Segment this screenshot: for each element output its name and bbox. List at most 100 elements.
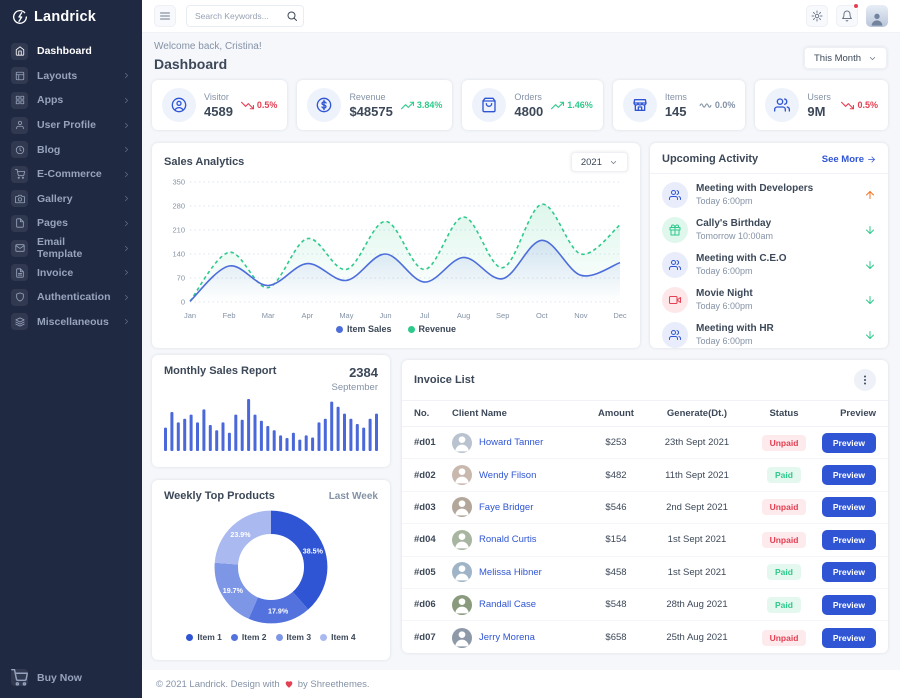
preview-button[interactable]: Preview <box>821 529 876 550</box>
client-name-link[interactable]: Jerry Morena <box>452 627 586 648</box>
sidebar-item-label: Blog <box>37 143 61 156</box>
preview-button[interactable]: Preview <box>821 562 876 583</box>
activity-arrow-icon <box>864 294 876 306</box>
cart-icon <box>11 669 28 687</box>
activity-time: Today 6:00pm <box>696 336 753 346</box>
stat-label: Orders <box>514 91 542 102</box>
sidebar-item[interactable]: Authentication <box>0 285 142 310</box>
sidebar-item[interactable]: Blog <box>0 137 142 162</box>
stat-icon <box>307 88 342 122</box>
stat-label: Users <box>807 91 831 102</box>
preview-button[interactable]: Preview <box>821 497 876 518</box>
products-donut-chart: 38.5% 17.9% 19.7% 23.9% <box>214 510 328 624</box>
sidebar-item[interactable]: User Profile <box>0 113 142 138</box>
weekly-top-products-card: Weekly Top Products Last Week 38.5% 17.9%… <box>152 480 390 660</box>
notifications-button[interactable] <box>836 3 859 27</box>
svg-text:70: 70 <box>177 274 185 283</box>
stat-trend: 0.5% <box>841 99 878 112</box>
activity-time: Today 6:00pm <box>696 196 753 206</box>
client-name-link[interactable]: Ronald Curtis <box>452 529 586 550</box>
sidebar-item-icon <box>11 288 28 306</box>
year-select[interactable]: 2021 <box>570 152 628 172</box>
sidebar-item-icon <box>11 190 28 208</box>
column-no: No. <box>414 408 430 419</box>
sidebar-item[interactable]: Gallery <box>0 187 142 212</box>
legend-dot <box>186 633 194 641</box>
user-avatar[interactable] <box>866 5 888 27</box>
last-week-label: Last Week <box>328 490 378 502</box>
client-name-link[interactable]: Randall Case <box>452 594 586 615</box>
preview-button[interactable]: Preview <box>821 432 876 453</box>
activity-item[interactable]: Movie Night Today 6:00pm <box>650 282 888 317</box>
client-name-link[interactable]: Wendy Filson <box>452 465 586 486</box>
preview-button[interactable]: Preview <box>821 594 876 615</box>
settings-button[interactable] <box>806 5 828 27</box>
sidebar-item-label: Invoice <box>37 266 74 279</box>
see-more-link[interactable]: See More <box>822 154 876 165</box>
stat-trend: 0.0% <box>699 99 735 112</box>
sidebar-item-label: Apps <box>37 94 64 107</box>
period-select[interactable]: This Month <box>804 47 887 69</box>
brand-logo[interactable]: Landrick <box>0 0 142 35</box>
sidebar-item-icon <box>11 264 28 282</box>
svg-text:May: May <box>339 311 353 320</box>
upcoming-activity-title: Upcoming Activity <box>662 153 759 165</box>
topbar-actions <box>806 3 888 27</box>
arrow-right-icon <box>867 155 876 164</box>
activity-item[interactable]: Meeting with Developers Today 6:00pm <box>650 177 888 212</box>
invoice-amount: $548 <box>605 599 627 611</box>
sidebar-item[interactable]: E-Commerce <box>0 162 142 187</box>
invoice-menu-button[interactable] <box>854 369 876 391</box>
activity-icon <box>662 321 688 348</box>
menu-toggle-button[interactable] <box>154 5 176 27</box>
sidebar-item[interactable]: Dashboard <box>0 39 142 64</box>
chevron-right-icon <box>122 121 131 130</box>
person-icon <box>869 11 885 27</box>
stat-value: 145 <box>664 103 687 119</box>
page-title: Dashboard <box>154 56 228 72</box>
svg-text:Jul: Jul <box>420 311 430 320</box>
heart-icon <box>284 679 294 689</box>
preview-button[interactable]: Preview <box>821 465 876 486</box>
client-name-link[interactable]: Howard Tanner <box>452 432 586 453</box>
client-name-link[interactable]: Melissa Hibner <box>452 562 586 583</box>
search-input[interactable] <box>186 5 304 27</box>
legend-item: Item 4 <box>320 632 356 642</box>
invoice-amount: $458 <box>605 566 627 578</box>
sidebar-item-label: Layouts <box>37 69 78 82</box>
legend-dot <box>230 633 238 641</box>
activity-item[interactable]: Meeting with C.E.O Today 6:00pm <box>650 247 888 282</box>
client-avatar <box>452 465 472 486</box>
svg-text:210: 210 <box>172 226 185 235</box>
trend-icon <box>841 99 855 112</box>
sidebar-item[interactable]: Miscellaneous <box>0 310 142 335</box>
buy-now-button[interactable]: Buy Now <box>0 665 142 690</box>
trend-icon <box>240 99 254 112</box>
sidebar-item[interactable]: Pages <box>0 211 142 236</box>
sidebar-item[interactable]: Layouts <box>0 64 142 89</box>
activity-title: Meeting with C.E.O <box>696 253 787 264</box>
sidebar-item-label: User Profile <box>37 119 96 132</box>
sidebar-item[interactable]: Email Template <box>0 236 142 261</box>
hamburger-icon <box>159 10 171 22</box>
activity-item[interactable]: Meeting with HR Today 6:00pm <box>650 317 888 352</box>
stat-trend: 3.84% <box>400 99 442 112</box>
sidebar: Landrick Dashboard Layouts Apps <box>0 0 142 698</box>
sidebar-nav: Dashboard Layouts Apps User P <box>0 35 142 665</box>
client-name: Wendy Filson <box>479 469 537 481</box>
status-badge: Unpaid <box>761 629 807 646</box>
sidebar-item[interactable]: Apps <box>0 88 142 113</box>
legend-dot <box>335 325 343 333</box>
sales-chart-legend: Item Sales Revenue <box>164 324 628 334</box>
activity-title: Meeting with Developers <box>696 183 814 194</box>
activity-item[interactable]: Cally's Birthday Tomorrow 10:00am <box>650 212 888 247</box>
client-name-link[interactable]: Faye Bridger <box>452 497 586 518</box>
sidebar-item[interactable]: Invoice <box>0 260 142 285</box>
client-avatar <box>452 627 472 648</box>
search-icon[interactable] <box>286 10 298 22</box>
preview-button[interactable]: Preview <box>821 627 876 648</box>
chevron-right-icon <box>122 293 131 302</box>
sales-line-chart: 0 70 140 210 280 350 Jan Feb Mar Apr May Jun Jul Aug S… <box>172 178 626 321</box>
chevron-right-icon <box>122 268 131 277</box>
